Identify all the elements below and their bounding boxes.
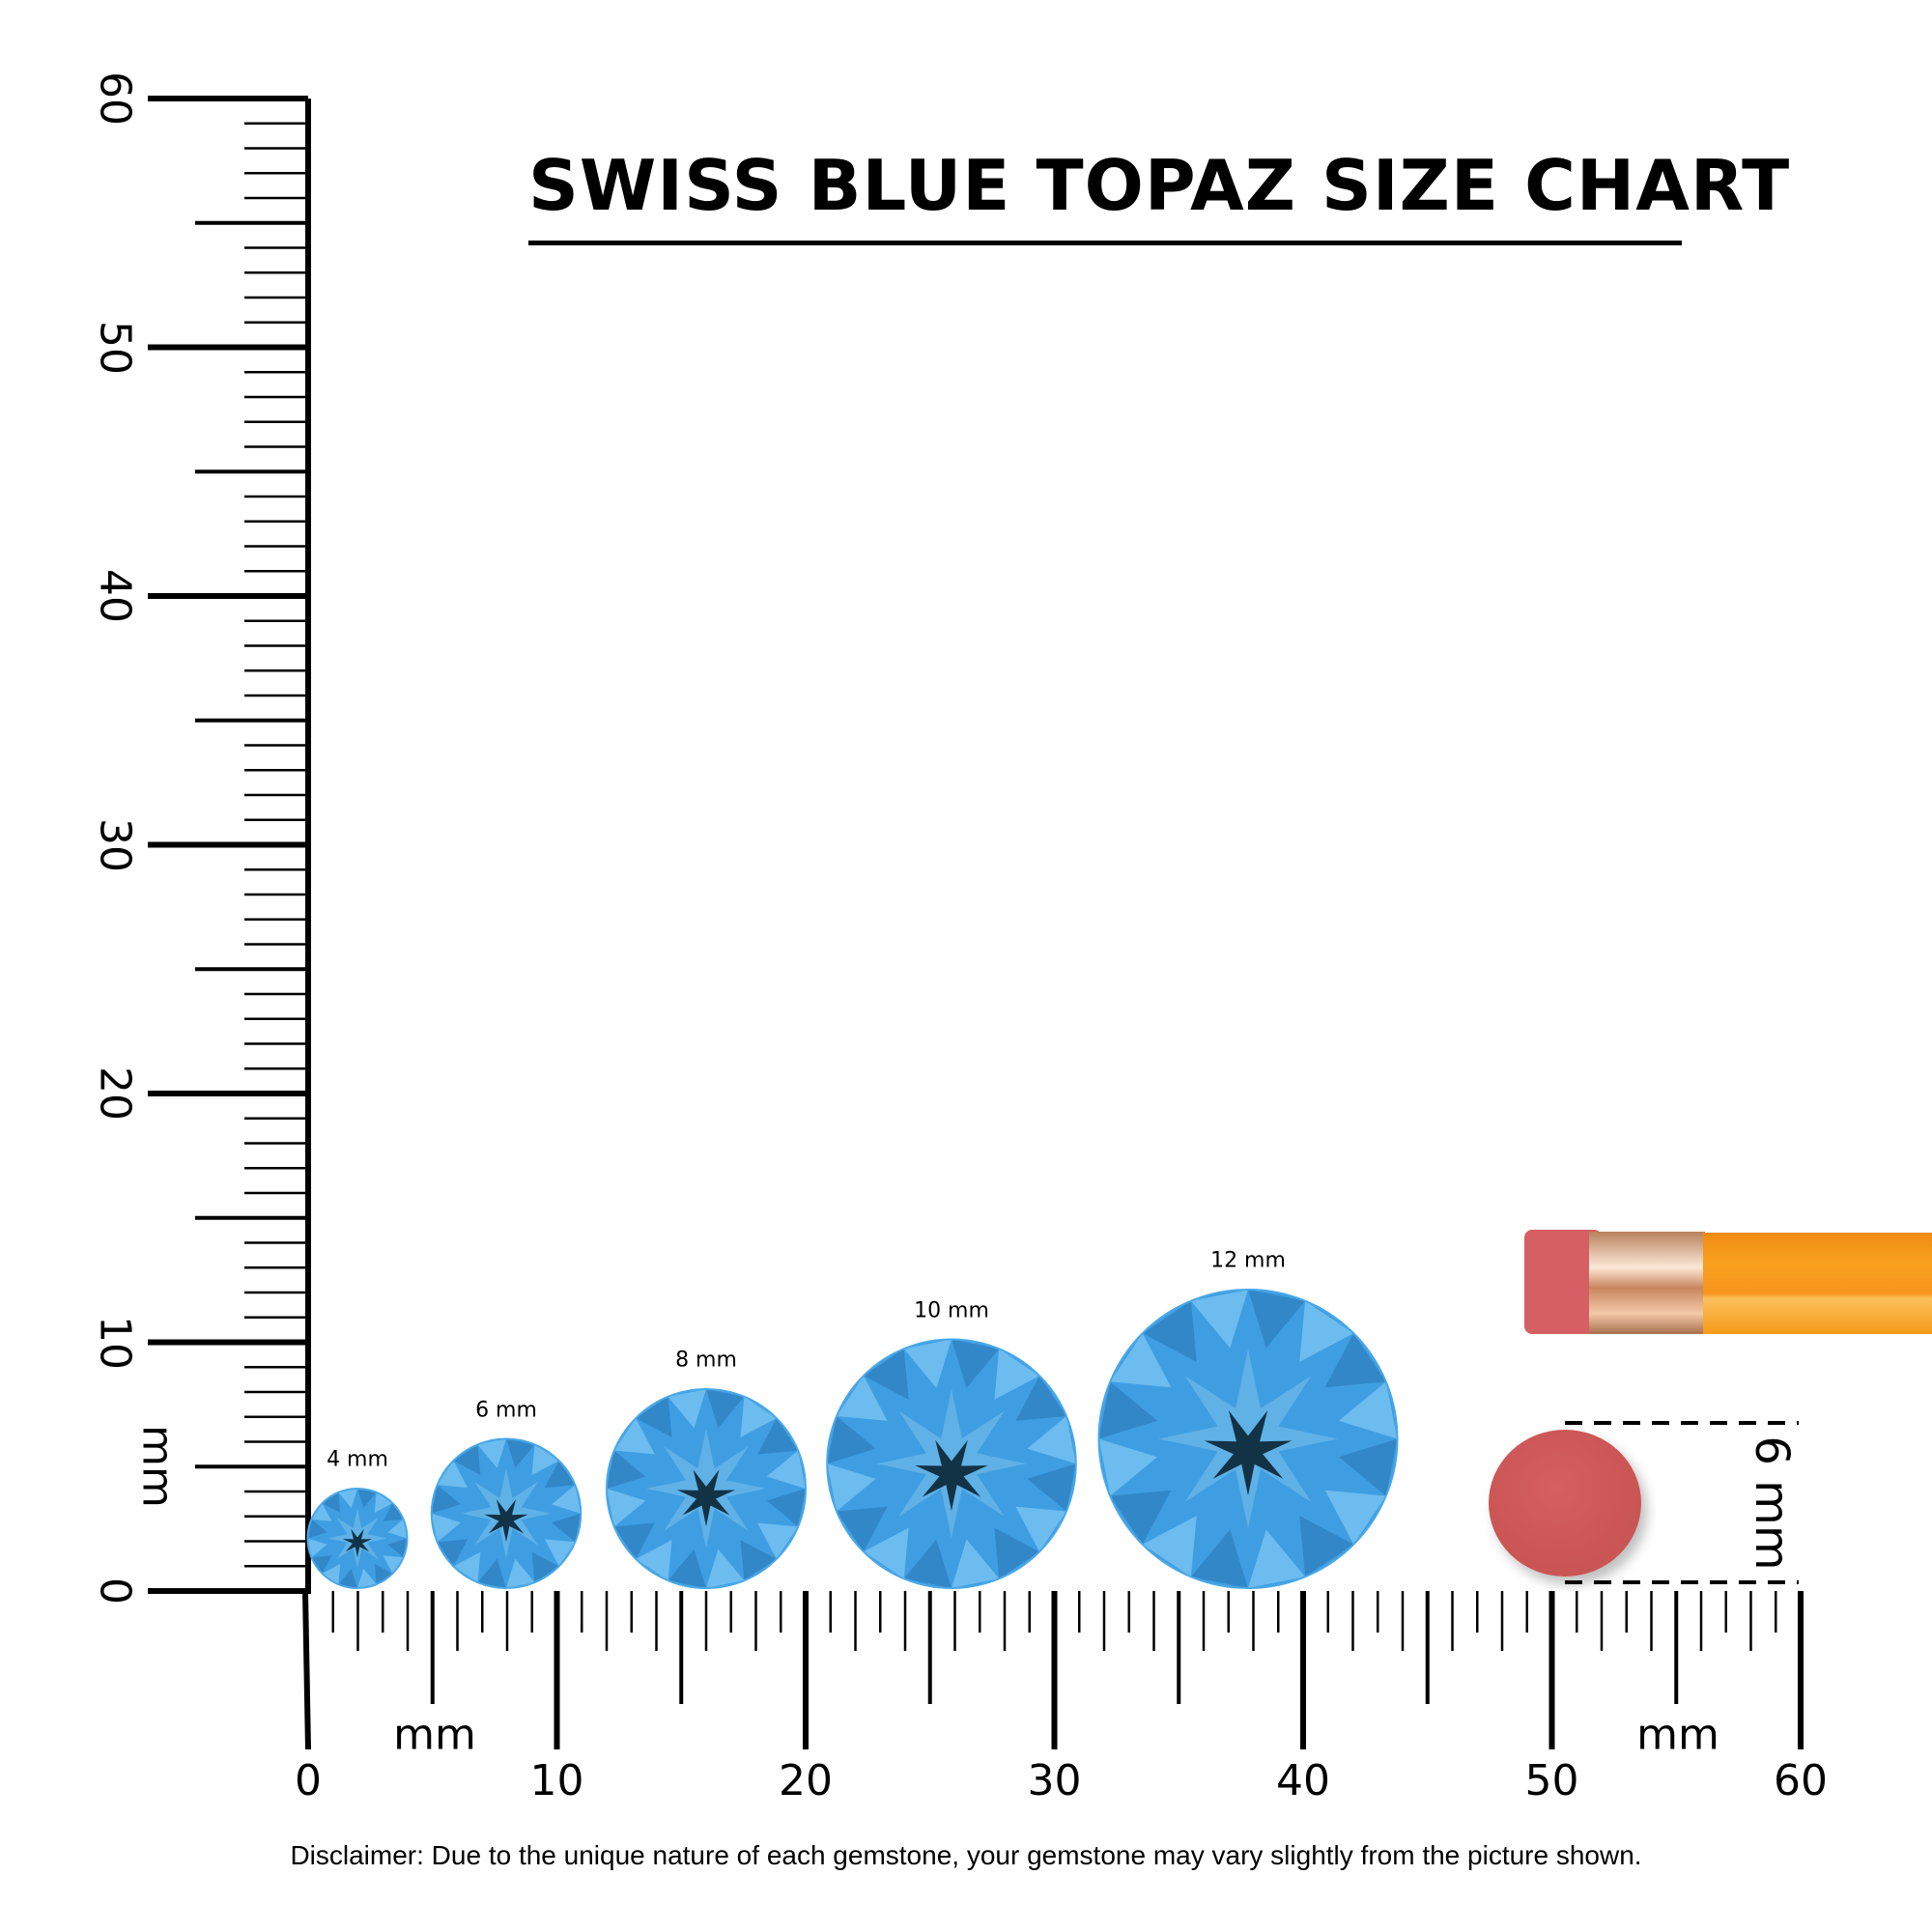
pencil-body	[1703, 1233, 1932, 1334]
y-tick-label: 20	[90, 1066, 140, 1121]
pencil-ferrule	[1589, 1232, 1705, 1334]
x-tick-label: 10	[529, 1756, 584, 1805]
gem-size-label: 10 mm	[914, 1298, 989, 1322]
gem-4mm	[306, 1488, 409, 1589]
gem-size-label: 8 mm	[675, 1348, 737, 1373]
gem-12mm	[1097, 1289, 1399, 1589]
x-tick-label: 0	[295, 1756, 322, 1805]
gem-size-label: 12 mm	[1210, 1248, 1286, 1273]
unit-label-horizontal-left: mm	[393, 1710, 476, 1760]
pencil-eraser	[1524, 1230, 1602, 1334]
eraser-reference	[1489, 1430, 1641, 1577]
gem-6mm	[430, 1437, 582, 1589]
y-tick-label: 10	[90, 1315, 140, 1370]
y-tick-label: 30	[90, 817, 140, 872]
y-tick-label: 0	[90, 1577, 140, 1605]
x-tick-label: 20	[779, 1756, 833, 1805]
unit-label-horizontal-right: mm	[1636, 1710, 1719, 1760]
x-tick-label: 60	[1774, 1756, 1828, 1805]
gem-10mm	[826, 1338, 1077, 1589]
vertical-ruler	[148, 96, 311, 1594]
x-tick-label: 30	[1027, 1756, 1082, 1805]
y-tick-label: 60	[90, 71, 140, 126]
x-tick-label: 50	[1524, 1756, 1579, 1805]
y-tick-label: 40	[90, 569, 140, 623]
ruler-tick	[302, 1590, 311, 1750]
gem-8mm	[606, 1388, 807, 1589]
horizontal-ruler	[302, 1590, 1804, 1750]
gem-images	[306, 1289, 1399, 1589]
x-tick-label: 40	[1276, 1756, 1330, 1805]
unit-label-vertical: mm	[132, 1425, 183, 1508]
pencil-icon	[1524, 1230, 1932, 1334]
gem-size-label: 6 mm	[475, 1398, 537, 1422]
gem-size-label: 4 mm	[327, 1447, 388, 1472]
title-underline	[528, 241, 1682, 245]
reference-size-label: 6 mm	[1745, 1435, 1799, 1571]
disclaimer: Disclaimer: Due to the unique nature of …	[290, 1840, 1642, 1870]
page-title: SWISS BLUE TOPAZ SIZE CHART	[528, 145, 1791, 226]
y-tick-label: 50	[90, 320, 140, 375]
